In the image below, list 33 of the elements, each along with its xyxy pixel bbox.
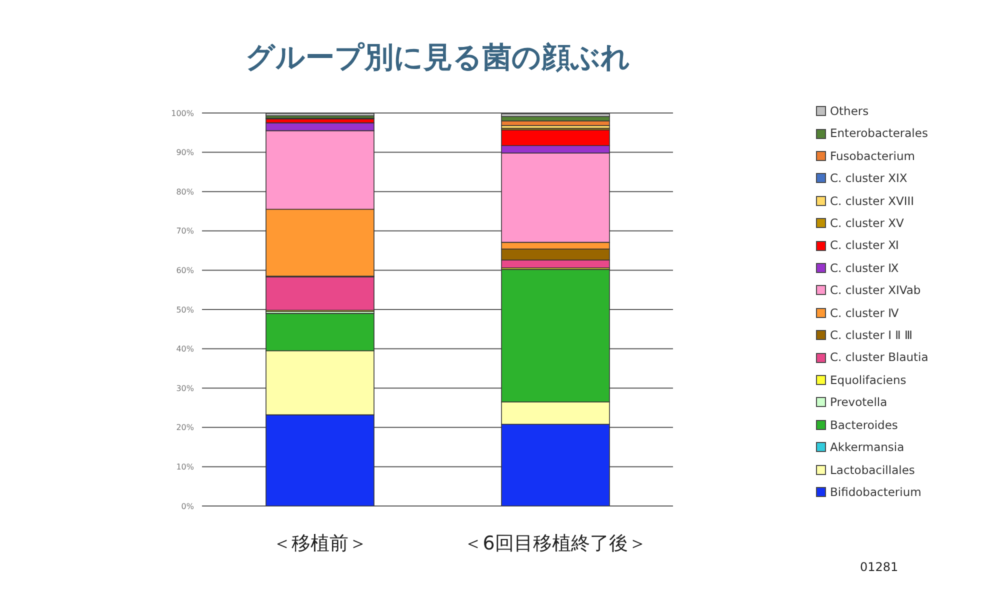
x-tick-label: ＜6回目移植終了後＞ [464, 532, 647, 554]
y-tick-label: 60% [176, 266, 194, 276]
legend-label: Bacteroides [830, 416, 898, 434]
legend-label: Lactobacillales [830, 462, 915, 478]
y-tick-label: 20% [176, 423, 194, 432]
legend-label: Fusobacterium [830, 148, 915, 165]
legend-label: C. cluster Ⅰ Ⅱ Ⅲ [830, 327, 912, 344]
y-tick-label: 40% [176, 344, 194, 354]
x-tick-label: ＜移植前＞ [272, 532, 368, 554]
y-tick-label: 0% [181, 502, 194, 511]
legend-label: C. cluster XIVab [830, 282, 921, 300]
chart-title: グループ別に見る菌の顔ぶれ [244, 39, 632, 76]
y-tick-label: 80% [176, 187, 194, 196]
legend-label: Akkermansia [830, 439, 904, 456]
y-tick-label: 100% [171, 108, 194, 118]
text: 01281 [860, 560, 898, 574]
legend-label: Others [830, 103, 869, 120]
legend-label: C. cluster Ⅳ [830, 304, 899, 322]
legend-label: C. cluster XVIII [830, 192, 914, 210]
legend-label: C. cluster Blautia [830, 349, 928, 366]
y-tick-label: 30% [176, 384, 194, 393]
legend-label: C. cluster XIX [830, 170, 908, 188]
legend-label: C. cluster Ⅺ [830, 237, 899, 254]
legend-label: Bifidobacterium [830, 484, 922, 501]
y-tick-label: 90% [176, 148, 194, 158]
legend-label: Prevotella [830, 394, 888, 412]
y-tick-label: 50% [176, 305, 194, 314]
legend-label: Enterobacterales [830, 125, 928, 142]
legend-label: Equolifaciens [830, 372, 906, 389]
legend-label: C. cluster Ⅸ [830, 260, 899, 277]
y-tick-label: 10% [176, 462, 194, 472]
legend-label: C. cluster XV [830, 215, 904, 232]
y-tick-label: 70% [176, 226, 194, 236]
